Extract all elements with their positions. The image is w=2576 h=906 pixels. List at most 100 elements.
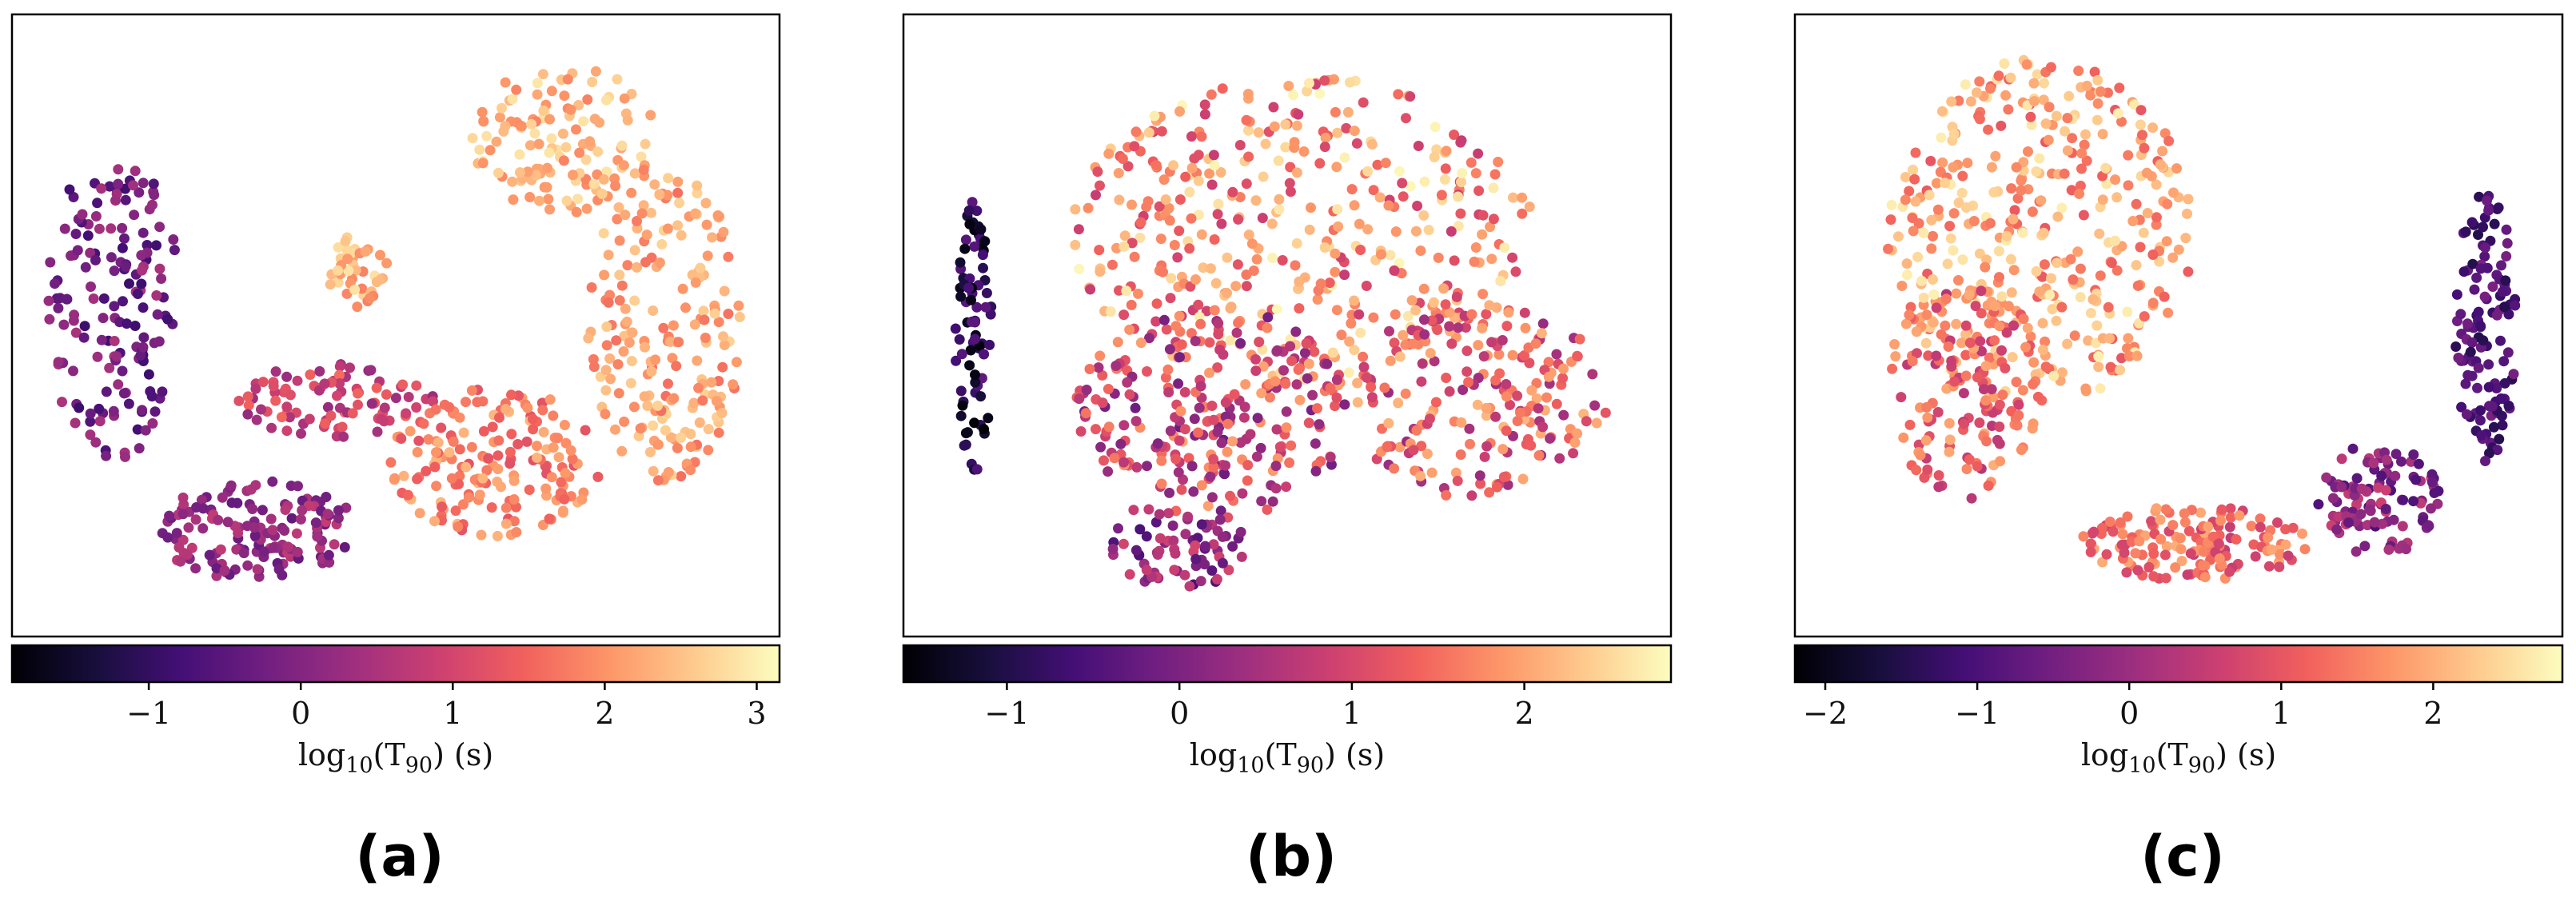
scatter-point — [971, 206, 983, 217]
scatter-point — [1251, 253, 1262, 265]
scatter-point — [267, 525, 278, 536]
scatter-point — [1154, 509, 1165, 520]
scatter-point — [360, 245, 371, 257]
scatter-point — [113, 178, 124, 190]
scatter-point — [138, 227, 149, 238]
scatter-point — [672, 442, 683, 453]
scatter-point — [225, 480, 237, 491]
scatter-point — [2146, 516, 2157, 527]
scatter-point — [1558, 363, 1569, 374]
colorbar-tick-label: 2 — [595, 696, 614, 731]
scatter-point — [251, 414, 262, 425]
scatter-point — [492, 464, 504, 474]
scatter-point — [2331, 524, 2343, 535]
scatter-point — [1944, 221, 1956, 232]
scatter-point — [2122, 306, 2133, 317]
scatter-point — [1446, 226, 1457, 237]
scatter-point — [1233, 317, 1244, 329]
scatter-point — [1212, 209, 1223, 220]
scatter-point — [295, 513, 306, 525]
scatter-point — [2062, 145, 2073, 156]
scatter-point — [270, 395, 281, 406]
scatter-point — [1415, 470, 1426, 481]
scatter-point — [191, 502, 202, 513]
scatter-point — [136, 249, 147, 261]
scatter-point — [955, 257, 966, 268]
scatter-point — [1130, 545, 1142, 556]
scatter-point — [1223, 565, 1234, 576]
scatter-point — [1572, 350, 1583, 361]
scatter-point — [154, 336, 165, 347]
scatter-point — [1974, 248, 1985, 259]
scatter-point — [1463, 377, 1474, 388]
scatter-point — [731, 357, 742, 368]
scatter-point — [971, 301, 983, 313]
scatter-point — [610, 181, 621, 191]
scatter-point — [580, 154, 592, 166]
scatter-point — [1406, 295, 1418, 306]
scatter-point — [50, 278, 60, 289]
scatter-point — [396, 433, 407, 444]
scatter-point — [2096, 522, 2107, 533]
scatter-point — [1324, 277, 1335, 289]
scatter-point — [1412, 201, 1423, 211]
scatter-point — [2455, 309, 2466, 320]
scatter-point — [1349, 200, 1360, 211]
scatter-point — [1107, 259, 1118, 270]
scatter-point — [583, 333, 594, 344]
scatter-point — [1960, 329, 1972, 340]
scatter-point — [713, 317, 724, 328]
scatter-point — [1898, 432, 1909, 443]
scatter-point — [1923, 350, 1934, 361]
scatter-point — [1222, 446, 1233, 457]
scatter-point — [433, 437, 444, 448]
scatter-point — [96, 334, 107, 345]
scatter-point — [1948, 162, 1959, 173]
scatter-point — [2073, 66, 2084, 76]
scatter-point — [963, 282, 974, 293]
scatter-point — [2162, 198, 2173, 210]
scatter-point — [481, 130, 492, 142]
scatter-point — [461, 397, 471, 408]
scatter-point — [504, 458, 516, 469]
scatter-point — [1474, 470, 1485, 481]
scatter-point — [286, 513, 297, 524]
scatter-point — [1209, 305, 1220, 316]
scatter-point — [233, 528, 244, 539]
scatter-point — [506, 389, 516, 401]
scatter-point — [57, 397, 67, 408]
scatter-point — [524, 485, 535, 495]
scatter-point — [1932, 204, 1944, 215]
scatter-point — [2501, 224, 2512, 235]
scatter-point — [1331, 392, 1342, 403]
scatter-point — [1346, 184, 1358, 195]
scatter-point — [2074, 188, 2085, 199]
scatter-point — [1958, 388, 1969, 399]
scatter-point — [334, 369, 345, 381]
scatter-point — [2471, 272, 2482, 283]
scatter-point — [2214, 553, 2225, 565]
scatter-point — [411, 380, 422, 391]
scatter-point — [1124, 389, 1135, 400]
scatter-point — [1117, 154, 1128, 164]
scatter-point — [450, 505, 461, 517]
scatter-point — [1103, 421, 1115, 433]
scatter-point — [1519, 307, 1530, 318]
scatter-point — [2085, 546, 2096, 557]
scatter-point — [1466, 490, 1477, 501]
scatter-point — [650, 354, 661, 365]
scatter-point — [2225, 503, 2236, 514]
scatter-point — [1273, 155, 1284, 166]
scatter-point — [954, 334, 965, 345]
scatter-point — [494, 112, 505, 123]
scatter-point — [1070, 239, 1081, 250]
scatter-point — [2148, 548, 2159, 559]
scatter-point — [1455, 208, 1466, 219]
scatter-point — [1285, 162, 1296, 173]
scatter-point — [1600, 407, 1611, 418]
scatter-point — [215, 544, 226, 555]
scatter-point — [1196, 229, 1207, 240]
scatter-point — [1520, 322, 1531, 333]
scatter-point — [444, 447, 455, 458]
scatter-point — [1976, 345, 1987, 357]
